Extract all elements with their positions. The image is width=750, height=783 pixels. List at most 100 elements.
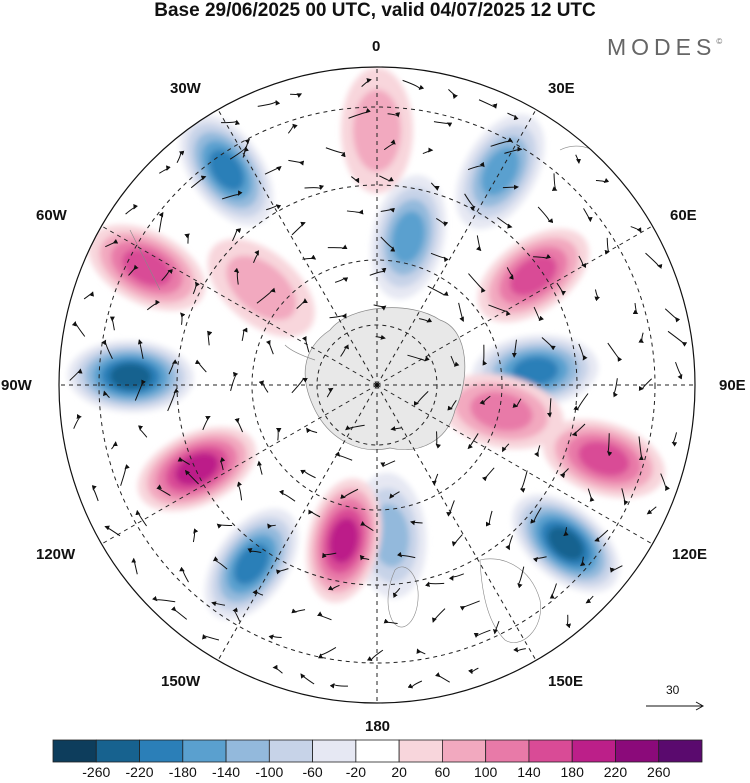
colorbar-tick-label: -60 <box>302 764 323 780</box>
colorbar-tick-label: 220 <box>603 764 628 780</box>
wind-vector <box>621 488 629 506</box>
lon-label-60e: 60E <box>670 207 697 224</box>
wind-vector <box>467 161 485 171</box>
wind-vector <box>476 235 482 252</box>
colorbar-tick-label: 100 <box>473 764 498 780</box>
wind-vector <box>422 147 434 155</box>
anomaly-contour <box>226 255 297 321</box>
anomaly-contour <box>391 211 425 264</box>
colorbar-cell <box>485 739 530 763</box>
brand-mark: © <box>716 37 723 46</box>
wind-vector <box>675 361 683 380</box>
wind-vector <box>407 680 423 689</box>
wind-vector <box>329 313 347 319</box>
wind-vector <box>230 371 239 392</box>
wind-vector <box>137 339 144 359</box>
meridian-line <box>101 225 378 386</box>
wind-vector <box>361 78 372 87</box>
wind-vector <box>322 552 337 559</box>
wind-vector <box>176 150 185 163</box>
wind-vector <box>275 568 289 575</box>
wind-vector <box>396 551 416 559</box>
wind-vector <box>638 378 653 391</box>
wind-vector <box>504 146 523 154</box>
wind-vector <box>387 112 401 118</box>
wind-vector <box>369 267 387 276</box>
wind-vector <box>534 445 541 458</box>
colorbar-cell <box>312 739 357 763</box>
wind-vector <box>479 395 491 405</box>
wind-vector <box>402 79 425 90</box>
lon-label-150e: 150E <box>548 673 584 690</box>
wind-vector <box>492 620 500 635</box>
wind-vector <box>594 529 609 542</box>
wind-vector <box>335 451 353 461</box>
wind-vector <box>435 431 442 449</box>
wind-vector <box>578 343 588 361</box>
wind-vector <box>519 470 528 493</box>
colorbar-cell <box>52 739 97 763</box>
colorbar-tick-label: 20 <box>391 764 407 780</box>
wind-vector <box>242 138 251 158</box>
wind-vector <box>306 427 318 434</box>
wind-vector <box>546 398 552 418</box>
wind-vector <box>302 254 317 260</box>
wind-vector <box>549 583 557 599</box>
wind-vector <box>490 137 513 147</box>
anomaly-contour <box>234 543 270 585</box>
wind-vector <box>167 388 180 412</box>
wind-vector <box>594 289 600 302</box>
wind-vector <box>390 426 402 431</box>
wind-vector <box>287 123 298 134</box>
wind-vector <box>291 377 308 394</box>
wind-vector <box>268 634 282 640</box>
wind-vector <box>265 339 274 355</box>
wind-vector <box>511 339 517 358</box>
wind-vector <box>179 566 189 583</box>
wind-vector <box>556 282 567 296</box>
brand-logo: MODES© <box>607 34 722 61</box>
colorbar-cell <box>182 739 227 763</box>
meridian-line <box>101 384 378 545</box>
wind-vector <box>327 584 340 591</box>
wind-vector <box>609 565 623 573</box>
wind-vector <box>236 481 243 501</box>
colorbar-tick-label: 140 <box>517 764 541 780</box>
wind-vector <box>505 535 514 551</box>
lon-label-30w: 30W <box>170 80 201 97</box>
wind-vector <box>177 456 190 465</box>
anomaly-contour <box>470 391 533 432</box>
colorbar-cell <box>571 739 616 763</box>
wind-vector <box>212 556 228 570</box>
wind-vector <box>221 119 240 126</box>
wind-vector <box>231 228 242 242</box>
meridian-line <box>217 109 378 386</box>
wind-vector <box>530 507 542 524</box>
wind-vector <box>448 89 458 100</box>
colorbar-cell <box>268 739 314 763</box>
wind-vector <box>125 203 138 215</box>
wind-vector <box>340 344 349 357</box>
wind-vector <box>152 595 176 603</box>
wind-vector <box>517 566 525 589</box>
wind-vector <box>300 673 315 685</box>
wind-vector <box>606 433 613 457</box>
wind-vector <box>468 273 486 293</box>
wind-vector <box>327 244 348 250</box>
colorbar-tick-label: 260 <box>647 764 671 780</box>
wind-vector <box>291 608 306 614</box>
wind-vector <box>482 344 488 366</box>
colorbar-tick-label: -140 <box>212 764 241 780</box>
wind-vector <box>587 488 595 502</box>
wind-vector <box>348 108 371 119</box>
lon-label-120e: 120E <box>672 546 708 563</box>
colorbar-cell <box>95 739 140 763</box>
wind-vector <box>373 304 387 311</box>
wind-vector <box>632 302 639 315</box>
wind-vector <box>102 390 110 398</box>
wind-vector <box>360 521 374 532</box>
wind-vector <box>433 121 453 128</box>
wind-vector <box>350 176 360 184</box>
wind-vector <box>533 253 552 259</box>
wind-vector <box>69 368 83 381</box>
